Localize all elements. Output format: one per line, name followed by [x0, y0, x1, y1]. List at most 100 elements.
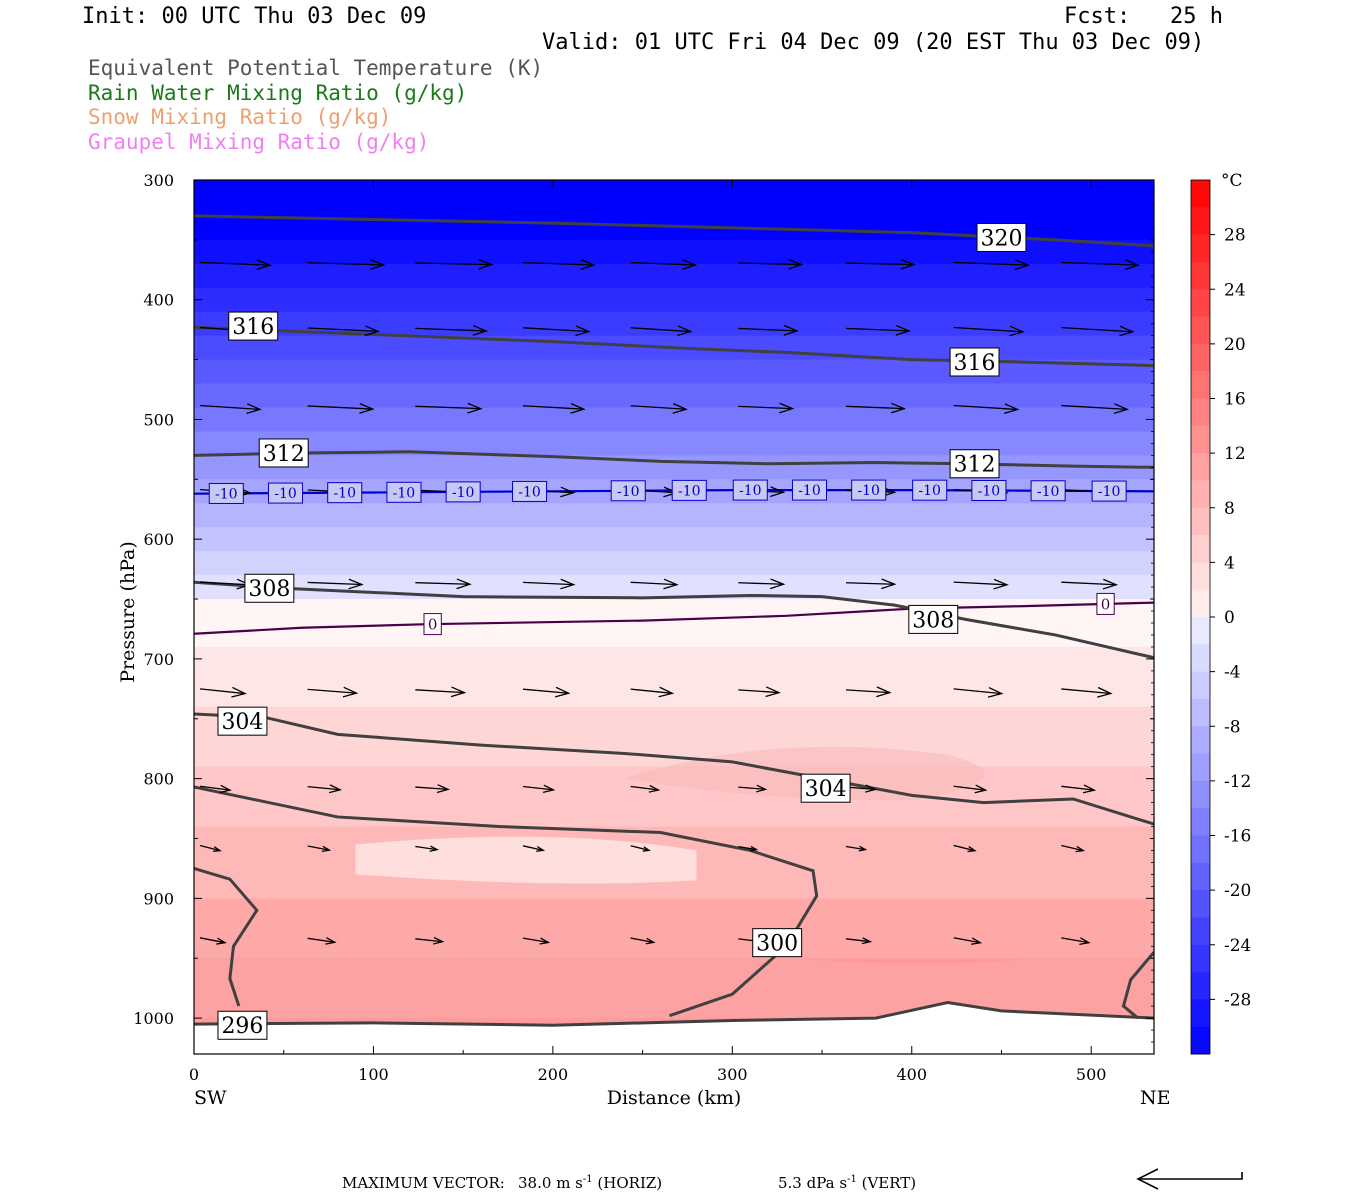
isotherm-label: -10	[274, 486, 297, 502]
y-tick-label: 700	[143, 650, 174, 669]
wind-vector	[630, 325, 693, 337]
theta-e-line	[194, 580, 1154, 660]
theta-e-label: 308	[912, 608, 954, 633]
colorbar: 28 24 20 16 12 8 4 0 -4 -8 -12 -16 -20 -24 -28 °C	[1190, 171, 1251, 1055]
wind-vector	[415, 784, 450, 794]
wind-vector	[845, 258, 916, 270]
colorbar-label: 28	[1224, 226, 1246, 246]
max-vector-arrow	[1136, 1168, 1243, 1190]
wind-vector	[845, 578, 897, 590]
theta-e-line	[194, 450, 1154, 469]
wind-vector	[199, 844, 222, 852]
wind-vector	[307, 845, 332, 853]
theta-e-line	[194, 712, 1154, 826]
colorbar-label: -16	[1224, 827, 1251, 847]
colorbar-label: 0	[1224, 608, 1235, 628]
colorbar-label: 8	[1224, 499, 1235, 519]
wind-vector	[415, 325, 489, 336]
wind-vector	[199, 784, 232, 794]
isotherm-label: -10	[798, 483, 821, 499]
plot-frame	[193, 179, 1155, 1055]
y-axis-label: Pressure (hPa)	[117, 541, 139, 683]
isotherm-label: -10	[918, 483, 941, 499]
wind-vector	[522, 403, 586, 414]
ne-label: NE	[1140, 1087, 1171, 1109]
theta-e-label: 296	[221, 1014, 263, 1039]
wind-vector	[953, 937, 983, 945]
isotherm-label: -10	[857, 483, 880, 499]
x-tick-label: 0	[189, 1065, 199, 1084]
x-tick-label: 300	[717, 1065, 748, 1084]
isotherm-label: -10	[678, 483, 701, 499]
wind-vector	[522, 845, 546, 852]
wind-vector	[415, 845, 440, 852]
wind-vector	[307, 403, 375, 414]
wind-vector	[953, 578, 1009, 590]
wind-vector	[845, 402, 907, 414]
max-vector-horiz: 38.0 m s-1 (HORIZ)	[518, 1174, 663, 1192]
theta-e-line	[194, 1000, 1154, 1027]
y-tick-label: 1000	[133, 1009, 174, 1028]
x-tick-label: 200	[538, 1065, 569, 1084]
wind-vector	[845, 845, 868, 852]
wind-vector	[522, 325, 591, 337]
wind-vector	[1061, 259, 1141, 271]
contour-labels: -10 -10 -10 -10 -10 -10 -10 -10 -10 -10 -10 -10 -10 -…	[208, 222, 1127, 1040]
wind-vector	[415, 402, 483, 414]
colorbar-label: -24	[1224, 936, 1251, 956]
wind-vector	[845, 686, 892, 698]
wind-vector	[307, 686, 359, 698]
colorbar-label: -12	[1224, 772, 1251, 792]
colorbar-label: -4	[1224, 663, 1241, 683]
wind-vector	[199, 403, 262, 414]
colorbar-unit: °C	[1221, 171, 1243, 191]
legend-snow: Snow Mixing Ratio (g/kg)	[88, 105, 392, 129]
axes: 300 400 500 600 700 800 900 1000 0 100 200 300 400 50…	[117, 171, 1171, 1109]
wind-vector	[953, 325, 1025, 337]
wind-vector	[1061, 578, 1119, 590]
isotherm-label: -10	[452, 485, 475, 501]
colorbar-label: 16	[1224, 390, 1246, 410]
wind-vector	[415, 578, 472, 590]
wind-vector	[953, 844, 977, 853]
theta-e-line	[194, 866, 259, 1007]
wind-vector	[199, 259, 272, 271]
theta-e-label: 304	[221, 710, 263, 735]
legend-graupel: Graupel Mixing Ratio (g/kg)	[88, 130, 430, 154]
wind-vector	[199, 686, 247, 698]
y-tick-label: 800	[143, 770, 174, 789]
y-tick-label: 300	[143, 171, 174, 190]
wind-vector	[307, 937, 337, 945]
wind-vector	[630, 784, 661, 793]
colorbar-label: 24	[1224, 280, 1246, 300]
wind-vector	[738, 258, 804, 270]
wind-vector	[1061, 325, 1135, 337]
wind-vector	[1061, 844, 1086, 853]
isotherm-label: -10	[393, 485, 416, 501]
wind-vector	[845, 324, 912, 336]
sw-label: SW	[194, 1087, 227, 1109]
x-tick-label: 400	[896, 1065, 927, 1084]
x-axis-label: Distance (km)	[607, 1087, 742, 1109]
wind-vector	[845, 784, 878, 793]
isotherm-label: -10	[739, 483, 762, 499]
init-time: Init: 00 UTC Thu 03 Dec 09	[82, 4, 427, 29]
wind-vector	[630, 578, 679, 590]
wind-vector	[307, 259, 386, 270]
wind-vector	[522, 784, 556, 794]
theta-e-line	[194, 325, 1154, 368]
wind-vector	[630, 845, 651, 852]
theta-e-label: 320	[980, 226, 1022, 251]
wind-vector	[953, 686, 1004, 698]
colorbar-label: -20	[1224, 881, 1251, 901]
wind-vector	[845, 937, 873, 945]
legend-rain: Rain Water Mixing Ratio (g/kg)	[88, 81, 468, 105]
valid-time: Valid: 01 UTC Fri 04 Dec 09 (20 EST Thu …	[542, 30, 1205, 55]
isotherm-label: -10	[1098, 484, 1121, 500]
wind-vector	[307, 325, 381, 337]
theta-e-label: 312	[954, 453, 996, 478]
wind-vector	[738, 845, 759, 852]
y-tick-label: 500	[143, 410, 174, 429]
isotherm-line	[194, 601, 1154, 635]
